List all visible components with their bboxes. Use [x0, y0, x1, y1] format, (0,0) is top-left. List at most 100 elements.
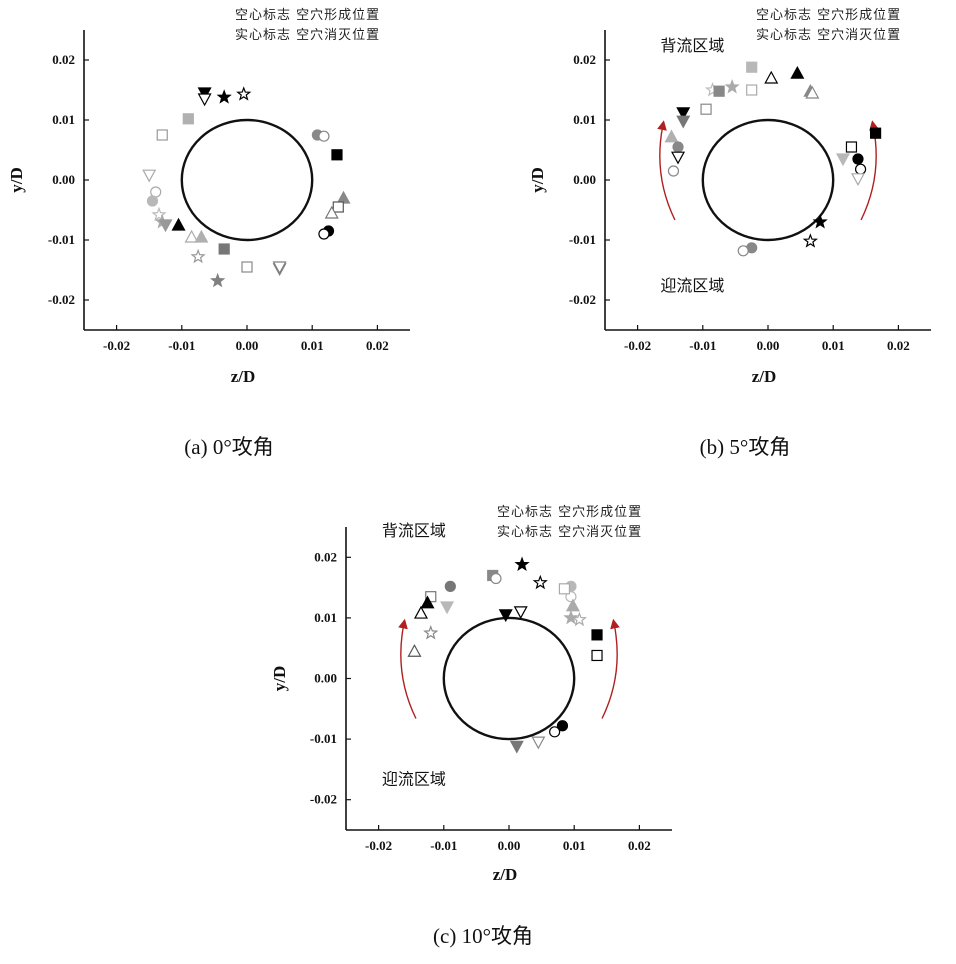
data-point-tri-down: [850, 173, 865, 187]
legend-entry: 实心标志 空穴消灭位置: [756, 28, 901, 43]
region-label: 迎流区域: [382, 770, 446, 789]
y-axis-label: y/D: [270, 666, 289, 692]
cylinder-outline: [442, 616, 576, 741]
x-tick-label: 0.00: [498, 838, 521, 853]
x-tick-label: -0.01: [430, 838, 457, 853]
panel-b: -0.02 -0.01 0.00 0.01 0.02 0.02 0.01 0.00 -0.01 -…: [528, 8, 931, 386]
data-point-circle: [318, 228, 330, 240]
y-tick-label: -0.02: [569, 292, 596, 307]
data-point-square: [746, 61, 758, 73]
data-point-square: [591, 649, 603, 662]
data-point-star: [532, 574, 548, 590]
data-point-tri-up: [184, 229, 199, 243]
data-point-star: [571, 611, 588, 627]
y-tick-label: -0.02: [310, 792, 337, 807]
data-point-tri-down: [531, 736, 546, 750]
data-point-star: [423, 625, 439, 640]
data-point-circle: [667, 165, 680, 177]
x-tick-label: 0.00: [757, 338, 780, 353]
data-point-tri-up: [171, 217, 186, 231]
y-tick-label: 0.01: [573, 112, 596, 127]
flow-arrow-left: [398, 618, 417, 719]
y-tick-label: -0.01: [310, 731, 337, 746]
data-point-circle: [556, 720, 569, 732]
data-point-circle: [672, 141, 684, 153]
data-point-star: [514, 556, 530, 572]
legend-entry: 空心标志 空穴形成位置: [235, 8, 380, 23]
y-tick-label: 0.00: [314, 671, 337, 686]
data-point-tri-up: [336, 190, 351, 204]
x-tick-label: -0.01: [168, 338, 195, 353]
data-point-circle: [549, 726, 561, 738]
data-point-circle: [146, 195, 159, 207]
data-point-star: [210, 272, 226, 288]
cylinder-outline: [180, 118, 314, 242]
data-point-star: [563, 609, 579, 625]
data-point-square: [156, 129, 168, 141]
data-point-star: [724, 78, 740, 94]
data-point-tri-down: [498, 609, 513, 623]
data-point-square: [869, 127, 882, 139]
x-tick-label: -0.02: [624, 338, 651, 353]
data-point-square: [700, 103, 712, 115]
data-point-tri-down: [440, 601, 455, 615]
data-point-square: [845, 141, 858, 153]
data-point-tri-up: [790, 65, 805, 79]
y-tick-label: 0.00: [573, 172, 596, 187]
panel-c: -0.02 -0.01 0.00 0.01 0.02 0.02 0.01 0.00 -0.01 -…: [270, 505, 672, 884]
data-point-tri-up: [420, 595, 435, 609]
data-point-square: [331, 149, 343, 161]
data-point-square: [713, 85, 725, 97]
data-point-tri-down: [158, 219, 173, 233]
data-point-tri-down: [676, 107, 691, 121]
y-tick-label: 0.02: [573, 52, 596, 67]
region-label: 背流区域: [382, 521, 446, 540]
y-tick-label: -0.01: [569, 232, 596, 247]
data-point-circle: [737, 245, 749, 257]
data-point-square: [241, 261, 253, 273]
data-point-tri-up: [664, 129, 679, 143]
x-tick-label: -0.02: [365, 838, 392, 853]
legend-entry: 空心标志 空穴形成位置: [497, 505, 642, 520]
data-point-tri-down: [835, 153, 850, 167]
data-point-tri-up: [194, 229, 209, 243]
flow-arrow-left: [657, 120, 676, 221]
x-axis-label: z/D: [231, 367, 256, 386]
data-point-tri-up: [764, 70, 779, 84]
x-tick-label: 0.02: [366, 338, 389, 353]
data-point-tri-up: [413, 605, 428, 619]
y-tick-label: 0.00: [52, 172, 75, 187]
y-tick-label: 0.02: [314, 549, 337, 564]
data-point-tri-down: [142, 169, 157, 183]
caption-a: (a) 0°攻角: [184, 435, 274, 459]
data-point-circle: [444, 580, 456, 592]
data-point-square: [182, 113, 194, 125]
y-axis-label: y/D: [528, 167, 547, 193]
cylinder-outline: [701, 118, 835, 242]
x-tick-label: -0.01: [689, 338, 716, 353]
x-axis-label: z/D: [752, 367, 777, 386]
y-tick-label: 0.01: [52, 112, 75, 127]
x-tick-label: 0.01: [822, 338, 845, 353]
data-point-tri-up: [324, 205, 339, 219]
data-point-tri-down: [197, 93, 212, 107]
y-axis-label: y/D: [7, 167, 26, 193]
panel-a: -0.02 -0.01 0.00 0.01 0.02 0.02 0.01 0.00 -0.01 -…: [7, 8, 410, 386]
data-point-star: [236, 86, 252, 101]
region-label: 背流区域: [660, 36, 724, 55]
data-point-circle: [852, 153, 864, 165]
region-label: 迎流区域: [660, 276, 724, 295]
x-tick-label: 0.01: [301, 338, 324, 353]
data-point-circle: [854, 163, 867, 175]
data-point-star: [802, 233, 818, 248]
data-point-circle: [318, 130, 330, 142]
y-tick-label: -0.02: [48, 292, 75, 307]
data-point-tri-up: [407, 643, 422, 657]
data-point-square: [746, 84, 758, 96]
data-point-square: [218, 243, 230, 255]
data-point-tri-down: [676, 115, 691, 129]
data-point-tri-up: [565, 598, 580, 612]
flow-arrow-right: [601, 618, 620, 719]
x-axis-label: z/D: [493, 865, 518, 884]
